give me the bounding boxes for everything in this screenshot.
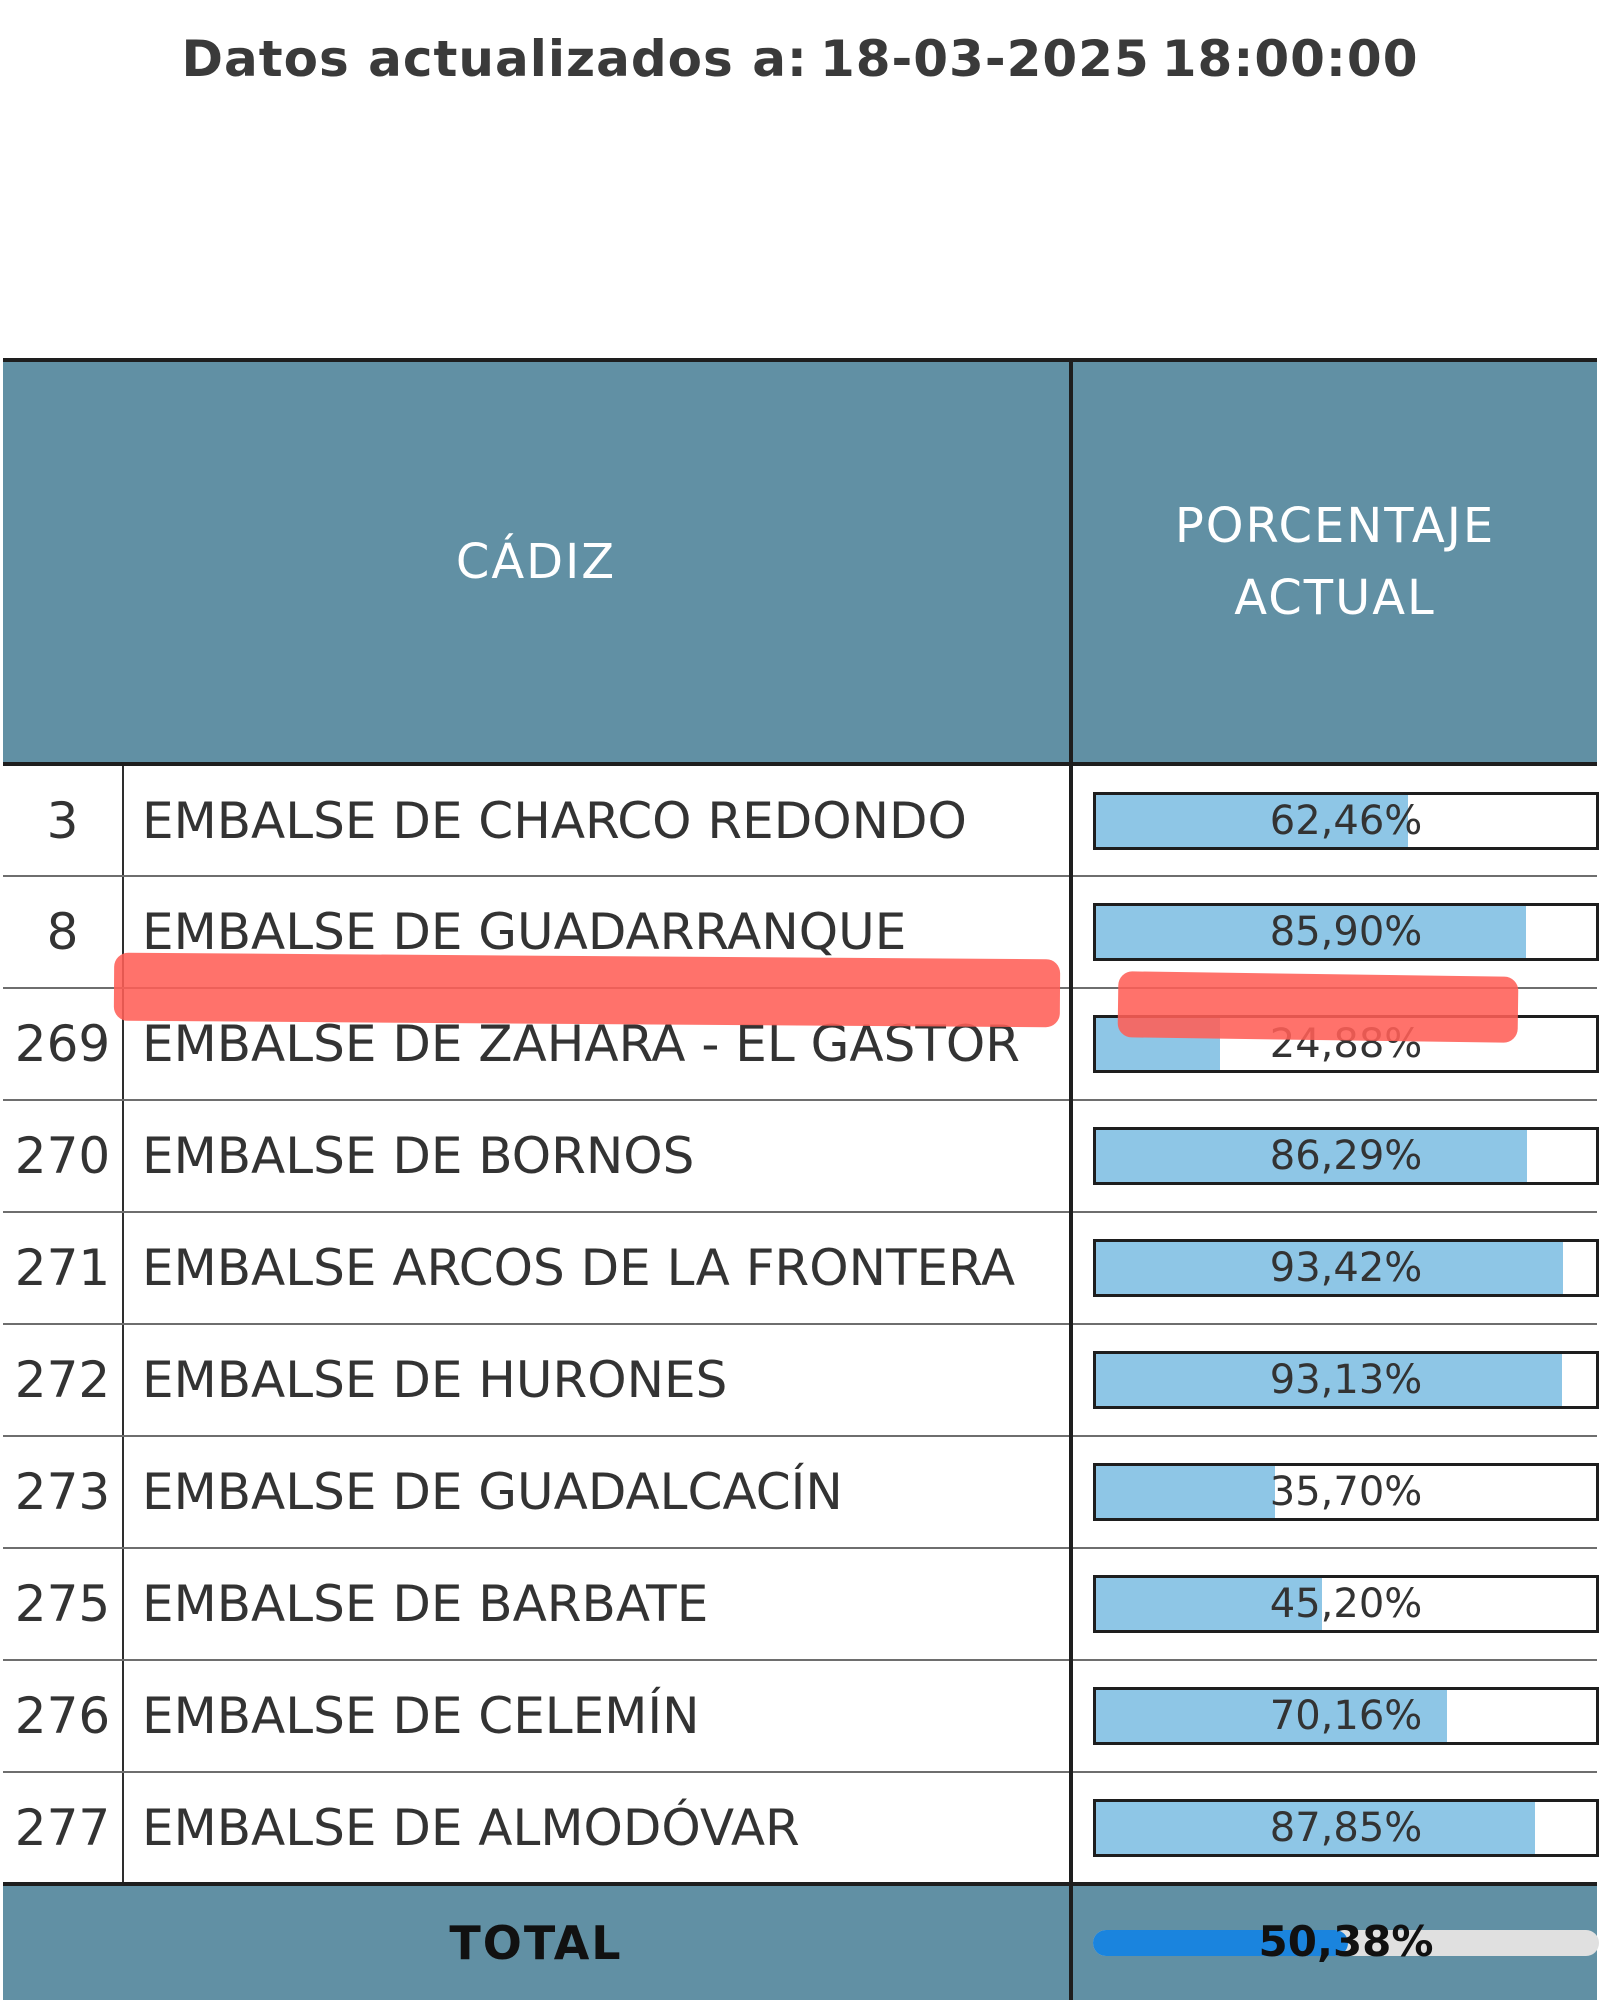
table-body: 3 EMBALSE DE CHARCO REDONDO 62,46% 8 EMBALSE… [3, 764, 1600, 1885]
reservoir-id: 3 [3, 764, 124, 877]
region-header: CÁDIZ [3, 358, 1074, 766]
update-label: Datos actualizados a: [181, 30, 808, 88]
percent-progress-bar: 93,13% [1093, 1351, 1600, 1409]
reservoir-id: 275 [3, 1548, 124, 1661]
reservoir-table: CÁDIZ PORCENTAJE ACTUAL 3 EMBALSE DE CHAR… [3, 358, 1600, 2000]
total-label: TOTAL [3, 1882, 1074, 2000]
reservoir-id: 269 [3, 988, 124, 1101]
reservoir-percent-cell: 45,20% [1071, 1548, 1600, 1661]
total-row: TOTAL 50,38% [3, 1882, 1600, 2000]
reservoir-percent-cell: 93,42% [1071, 1212, 1600, 1325]
reservoir-name: EMBALSE DE CHARCO REDONDO [123, 764, 1074, 877]
percent-value: 93,42% [1269, 1245, 1423, 1291]
percent-value: 45,20% [1269, 1581, 1423, 1627]
reservoir-id: 270 [3, 1100, 124, 1213]
highlight-stroke-name [113, 952, 1061, 1028]
reservoir-name: EMBALSE DE GUADALCACÍN [123, 1436, 1074, 1549]
reservoir-percent-cell: 35,70% [1071, 1436, 1600, 1549]
reservoir-percent-cell: 93,13% [1071, 1324, 1600, 1437]
percent-progress-fill [1096, 1578, 1323, 1630]
percent-progress-fill [1096, 794, 1409, 847]
total-percent-value: 50,38% [1258, 1917, 1434, 1966]
percent-value: 62,46% [1269, 797, 1423, 844]
percent-progress-fill [1096, 906, 1526, 958]
percent-progress-fill [1096, 1690, 1447, 1742]
reservoir-id: 8 [3, 876, 124, 989]
reservoir-name: EMBALSE ARCOS DE LA FRONTERA [123, 1212, 1074, 1325]
percent-progress-bar: 35,70% [1093, 1463, 1600, 1521]
percent-progress-fill [1096, 1242, 1564, 1294]
reservoir-name: EMBALSE DE HURONES [123, 1324, 1074, 1437]
table-row: 271 EMBALSE ARCOS DE LA FRONTERA 93,42% [3, 1212, 1600, 1325]
reservoir-percent-cell: 85,90% [1071, 876, 1600, 989]
percent-progress-bar: 93,42% [1093, 1239, 1600, 1297]
percent-value: 70,16% [1269, 1693, 1423, 1739]
percent-header-line2: ACTUAL [1234, 570, 1436, 626]
reservoir-id: 272 [3, 1324, 124, 1437]
reservoir-percent-cell: 62,46% [1071, 764, 1600, 877]
highlight-stroke-percent [1117, 971, 1519, 1043]
reservoir-id: 273 [3, 1436, 124, 1549]
reservoir-percent-cell: 87,85% [1071, 1772, 1600, 1885]
percent-progress-fill [1096, 1801, 1536, 1854]
reservoir-id: 277 [3, 1772, 124, 1885]
percent-value: 93,13% [1269, 1357, 1423, 1403]
update-time: 18:00:00 [1161, 30, 1419, 88]
percent-progress-fill [1096, 1354, 1562, 1406]
update-date: 18-03-2025 [819, 30, 1150, 88]
percent-header: PORCENTAJE ACTUAL [1071, 358, 1598, 766]
total-progress-bar: 50,38% [1093, 1917, 1600, 1966]
percent-value: 35,70% [1269, 1469, 1423, 1515]
percent-value: 87,85% [1269, 1804, 1423, 1851]
percent-progress-bar: 70,16% [1093, 1687, 1600, 1745]
table-row: 3 EMBALSE DE CHARCO REDONDO 62,46% [3, 764, 1600, 877]
reservoir-name: EMBALSE DE BORNOS [123, 1100, 1074, 1213]
reservoir-name: EMBALSE DE BARBATE [123, 1548, 1074, 1661]
table-row: 275 EMBALSE DE BARBATE 45,20% [3, 1548, 1600, 1661]
total-percent-cell: 50,38% [1071, 1882, 1600, 2000]
reservoir-id: 276 [3, 1660, 124, 1773]
percent-progress-bar: 62,46% [1093, 791, 1600, 850]
table-row: 270 EMBALSE DE BORNOS 86,29% [3, 1100, 1600, 1213]
percent-progress-fill [1096, 1466, 1275, 1518]
reservoir-percent-cell: 86,29% [1071, 1100, 1600, 1213]
percent-progress-bar: 85,90% [1093, 903, 1600, 961]
reservoir-percent-cell: 70,16% [1071, 1660, 1600, 1773]
percent-header-line1: PORCENTAJE [1174, 498, 1496, 554]
table-row: 277 EMBALSE DE ALMODÓVAR 87,85% [3, 1772, 1600, 1885]
reservoir-name: EMBALSE DE CELEMÍN [123, 1660, 1074, 1773]
reservoir-name: EMBALSE DE ALMODÓVAR [123, 1772, 1074, 1885]
total-progress-fill [1093, 1930, 1348, 1956]
percent-value: 86,29% [1269, 1133, 1423, 1179]
percent-value: 85,90% [1269, 909, 1423, 955]
table-row: 273 EMBALSE DE GUADALCACÍN 35,70% [3, 1436, 1600, 1549]
reservoir-id: 271 [3, 1212, 124, 1325]
table-row: 272 EMBALSE DE HURONES 93,13% [3, 1324, 1600, 1437]
update-timestamp: Datos actualizados a: 18-03-2025 18:00:00 [0, 30, 1600, 88]
percent-progress-bar: 86,29% [1093, 1127, 1600, 1185]
table-header-row: CÁDIZ PORCENTAJE ACTUAL [3, 358, 1598, 766]
percent-progress-bar: 45,20% [1093, 1575, 1600, 1633]
percent-progress-bar: 87,85% [1093, 1798, 1600, 1857]
table-row: 276 EMBALSE DE CELEMÍN 70,16% [3, 1660, 1600, 1773]
percent-progress-fill [1096, 1130, 1528, 1182]
